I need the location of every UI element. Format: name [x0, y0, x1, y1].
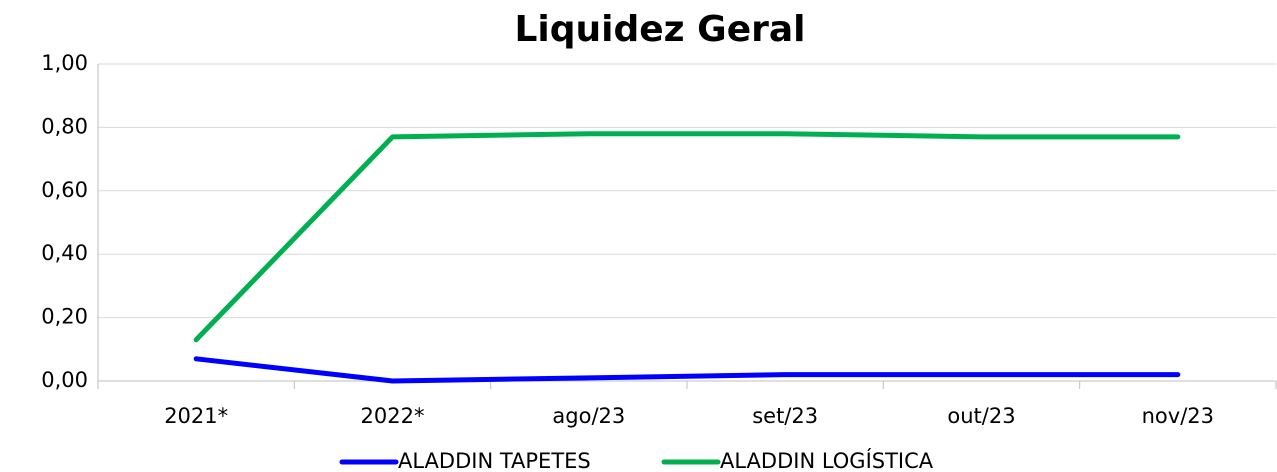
x-tick-label: set/23	[752, 404, 818, 428]
x-tick-label: 2021*	[164, 404, 228, 428]
y-tick-label: 0,60	[41, 178, 88, 202]
y-tick-label: 0,80	[41, 114, 88, 138]
x-tick-label: nov/23	[1142, 404, 1214, 428]
x-tick-label: ago/23	[552, 404, 625, 428]
line-series	[193, 131, 1181, 343]
legend-label: ALADDIN TAPETES	[398, 449, 591, 472]
legend-label: ALADDIN LOGÍSTICA	[720, 448, 934, 472]
y-tick-label: 0,00	[41, 368, 88, 392]
x-tick-label: 2022*	[361, 404, 425, 428]
y-tick-label: 0,40	[41, 241, 88, 265]
line-series	[193, 356, 1181, 384]
y-tick-label: 1,00	[41, 51, 88, 75]
x-tick-label: out/23	[947, 404, 1015, 428]
chart-title: Liquidez Geral	[514, 9, 805, 50]
y-tick-label: 0,20	[41, 305, 88, 329]
